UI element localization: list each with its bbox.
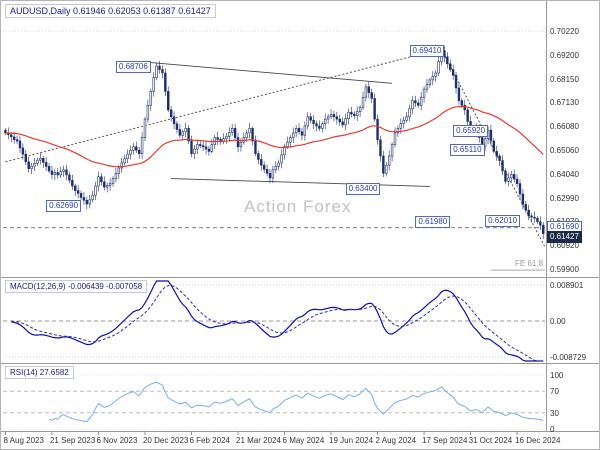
macd-indicator-label: MACD(12,26,9) -0.006439 -0.007058 (5, 280, 148, 293)
symbol-timeframe-label: AUDUSD,Daily (10, 6, 71, 16)
macd-label: MACD(12,26,9) (10, 282, 66, 291)
price-level-label: 0.63400 (345, 183, 381, 196)
price-axis-tick: 0.64040 (550, 169, 579, 179)
rsi-axis-tick: 70 (550, 387, 559, 397)
macd-axis-tick: -0.008729 (550, 353, 587, 362)
rsi-axis-tick: 100 (550, 371, 564, 380)
price-level-label: 0.62690 (46, 199, 82, 212)
trendline (5, 48, 442, 163)
date-axis-label: 21 Sep 2023 (49, 436, 96, 445)
price-axis-tick: 0.60920 (550, 241, 579, 251)
date-axis-label: 16 Dec 2024 (515, 436, 561, 445)
trendline (171, 178, 430, 187)
price-axis-tick: 0.67130 (550, 98, 579, 108)
watermark: Action Forex (244, 197, 352, 216)
price-level-label: 0.61980 (415, 216, 451, 229)
current-price-box: 0.61427 (547, 230, 582, 243)
ohlc-high: 0.62053 (108, 6, 141, 16)
macd-signal-line (11, 284, 544, 362)
date-axis-label: 19 Jun 2024 (329, 436, 374, 445)
date-axis-label: 8 Aug 2023 (3, 436, 44, 445)
date-axis-label: 17 Sep 2024 (422, 436, 468, 445)
date-axis-label: 6 Feb 2024 (189, 436, 230, 445)
price-level-label: 0.62010 (485, 215, 521, 228)
macd-line (11, 280, 544, 362)
price-axis[interactable]: 0.70220 0.69200 0.68150 0.67130 0.66080 0.650… (546, 1, 599, 434)
price-level-label: 0.68706 (115, 60, 151, 73)
date-axis[interactable]: 8 Aug 2023 21 Sep 2023 6 Nov 2023 20 Dec 20… (1, 431, 599, 449)
trendline (150, 62, 393, 84)
date-axis-label: 20 Dec 2023 (142, 436, 189, 445)
ohlc-low: 0.61387 (143, 6, 176, 16)
price-level-label: 0.65110 (450, 143, 485, 156)
price-level-label: 0.65920 (453, 125, 489, 138)
date-axis-label: 2 Aug 2024 (375, 436, 417, 445)
rsi-axis-tick: 0 (550, 425, 555, 434)
date-axis-label: 21 Mar 2024 (236, 436, 281, 445)
macd-axis-tick: 0.00 (550, 317, 566, 326)
price-level-label: 0.69410 (409, 44, 445, 57)
price-axis-tick: 0.69200 (550, 50, 579, 60)
rsi-value: 27.6582 (39, 368, 69, 377)
price-axis-tick: 0.70220 (550, 27, 579, 36)
rsi-line (48, 381, 544, 423)
macd-axis-tick: 0.008901 (550, 281, 584, 290)
price-axis-tick: 0.66080 (550, 122, 579, 132)
date-axis-label: 6 Nov 2023 (96, 436, 138, 445)
rsi-axis-tick: 30 (550, 408, 559, 418)
rsi-label: RSI(14) (10, 368, 38, 377)
rsi-indicator-label: RSI(14) 27.6582 (5, 366, 74, 379)
date-axis-label: 31 Oct 2024 (468, 436, 513, 445)
ohlc-close: 0.61427 (178, 6, 211, 16)
price-axis-tick: 0.65060 (550, 146, 579, 155)
ohlc-open: 0.61946 (73, 6, 106, 16)
price-axis-tick: 0.59900 (550, 265, 579, 274)
date-axis-label: 6 May 2024 (282, 436, 325, 445)
macd-values: -0.006439 -0.007058 (67, 282, 143, 291)
fibonacci-extension-label: FE 61.8 (515, 259, 544, 268)
price-axis-tick: 0.62990 (550, 193, 579, 203)
price-axis-tick: 0.68150 (550, 74, 579, 84)
chart-title: AUDUSD,Daily 0.61946 0.62053 0.61387 0.6… (5, 4, 216, 18)
moving-average-line (5, 105, 544, 168)
